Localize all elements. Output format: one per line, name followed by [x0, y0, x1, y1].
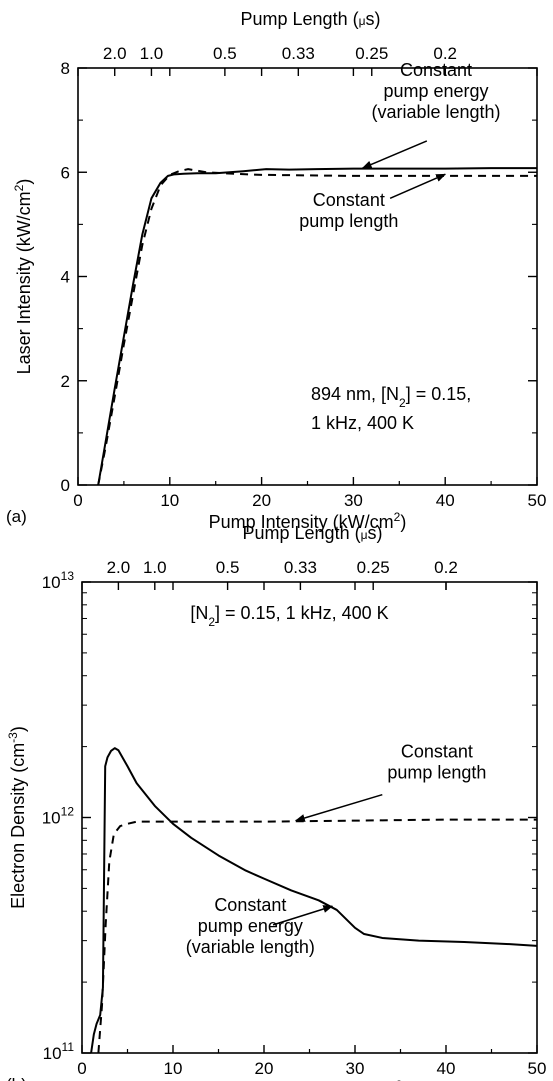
top-tick-label: 0.5 — [216, 558, 240, 577]
annotation-text: Constant — [400, 60, 472, 80]
top-tick-label: 0.25 — [355, 44, 388, 63]
annotation-arrow — [294, 793, 383, 822]
x-tick-label: 30 — [344, 491, 363, 510]
note-line: 1 kHz, 400 K — [311, 413, 414, 433]
annotation-text: Constant — [313, 190, 385, 210]
condition-note: 894 nm, [N2] = 0.15, 1 kHz, 400 K — [311, 384, 471, 433]
panel-a-laser-intensity-chart: 0 10 20 30 40 50 2.0 1.0 0.5 0.33 0.25 0.2 0 2 4 6 8 Pump… — [6, 9, 546, 532]
series-line-const-energy — [97, 167, 537, 486]
y-tick-label: 1012 — [42, 805, 75, 828]
x-tick-label: 10 — [164, 1059, 183, 1078]
top-tick-label: 2.0 — [107, 558, 131, 577]
annotation-text: pump energy — [198, 916, 303, 936]
annotation-arrow — [361, 140, 428, 169]
y-tick-label: 1011 — [43, 1040, 75, 1063]
annotation-text: Constant — [401, 741, 473, 761]
panel-label: (b) — [6, 1075, 27, 1081]
x-tick-label: 0 — [77, 1059, 86, 1078]
y-tick-label: 8 — [61, 59, 70, 78]
annotation-text: pump energy — [383, 81, 488, 101]
y-tick-label: 0 — [61, 476, 70, 495]
annotation-text: pump length — [387, 762, 486, 782]
top-tick-label: 0.2 — [434, 558, 458, 577]
top-axis-title: Pump Length (μs) — [243, 523, 383, 543]
y-tick-label: 4 — [61, 268, 70, 287]
series-line-const-length — [97, 818, 537, 1054]
top-tick-label: 2.0 — [103, 44, 127, 63]
top-tick-label: 0.2 — [433, 44, 457, 63]
x-tick-label: 0 — [73, 491, 82, 510]
y-tick-label: 2 — [61, 372, 70, 391]
y-tick-label: 6 — [61, 163, 70, 182]
annotation-text: Constant — [214, 895, 286, 915]
top-tick-label: 1.0 — [143, 558, 167, 577]
x-tick-label: 40 — [437, 1059, 456, 1078]
condition-note: [N2] = 0.15, 1 kHz, 400 K — [190, 603, 388, 629]
x-tick-label: 10 — [160, 491, 179, 510]
top-tick-label: 1.0 — [140, 44, 164, 63]
y-axis-title: Laser Intensity (kW/cm2) — [12, 179, 34, 375]
top-tick-label: 0.33 — [282, 44, 315, 63]
series-line-const-energy — [90, 747, 538, 1054]
x-axis-title: Pump Intensity (kW/cm2) — [209, 510, 407, 532]
x-tick-label: 30 — [346, 1059, 365, 1078]
panel-label: (a) — [6, 507, 27, 526]
x-tick-label: 20 — [255, 1059, 274, 1078]
panel-b-electron-density-chart: 0 10 20 30 40 50 2.0 1.0 0.5 0.33 0.25 0.2 1011 1012 1… — [6, 523, 546, 1081]
top-tick-label: 0.33 — [284, 558, 317, 577]
x-tick-label: 20 — [252, 491, 271, 510]
note-line: 894 nm, [N2] = 0.15, — [311, 384, 471, 410]
plot-frame — [77, 67, 538, 486]
annotation-text: (variable length) — [371, 102, 500, 122]
annotation-text: (variable length) — [186, 937, 315, 957]
top-tick-label: 0.25 — [357, 558, 390, 577]
x-tick-label: 50 — [528, 491, 547, 510]
x-tick-label: 40 — [436, 491, 455, 510]
annotation-arrow — [272, 905, 334, 926]
y-tick-label: 1013 — [42, 569, 75, 592]
y-axis-title: Electron Density (cm-3) — [6, 726, 28, 909]
top-axis-title: Pump Length (μs) — [241, 9, 381, 29]
top-tick-label: 0.5 — [213, 44, 237, 63]
annotation-arrow — [389, 173, 447, 200]
x-tick-label: 50 — [528, 1059, 547, 1078]
plot-frame — [81, 581, 538, 1054]
annotation-text: pump length — [299, 211, 398, 231]
note-line: [N2] = 0.15, 1 kHz, 400 K — [190, 603, 388, 629]
